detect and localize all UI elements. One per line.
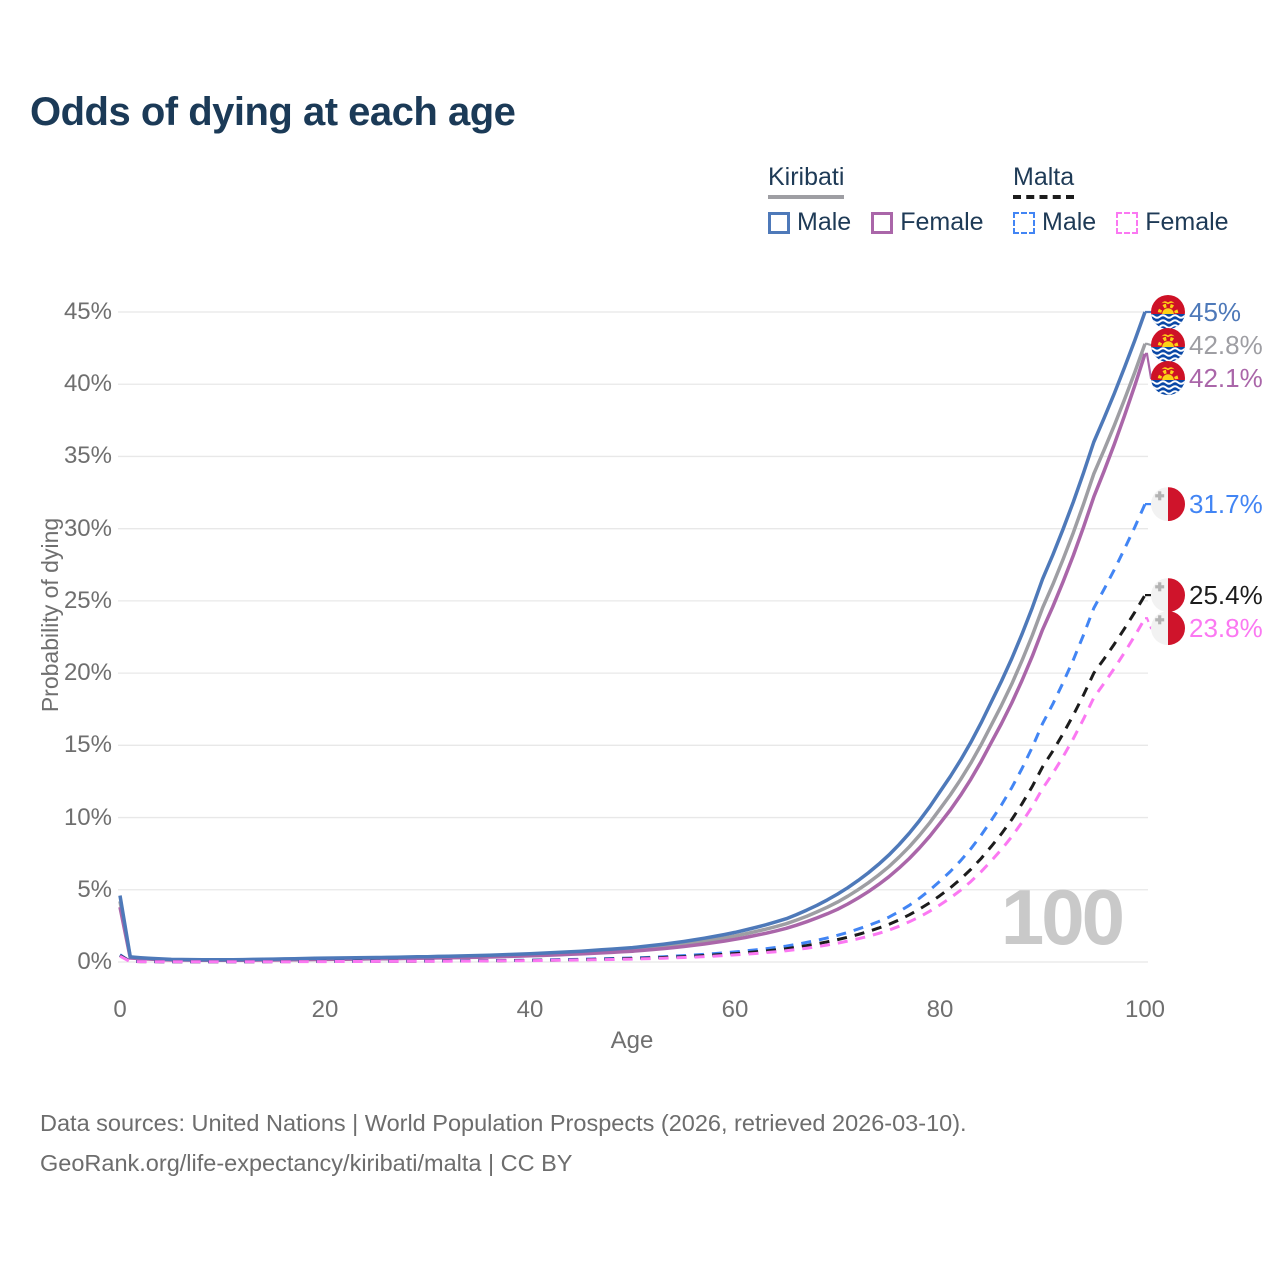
legend-label-kiribati-male: Male — [797, 208, 852, 236]
gridlines — [118, 311, 1148, 963]
end-label-kiribati-both-sexes: 42.8% — [1189, 330, 1263, 360]
end-label-kiribati-male: 45% — [1189, 297, 1241, 327]
legend-item-malta-female[interactable]: Female — [1116, 208, 1229, 237]
end-label-malta-male: 31.7% — [1189, 489, 1263, 519]
x-tick-label: 100 — [1124, 996, 1166, 1023]
legend-swatch-kiribati-male-icon — [768, 211, 790, 234]
y-tick-label: 40% — [63, 370, 112, 398]
y-tick-label: 0% — [77, 948, 112, 975]
x-tick-label: 60 — [721, 996, 749, 1023]
x-tick-label: 0 — [113, 996, 127, 1023]
legend-country-kiribati: Kiribati — [768, 163, 845, 199]
source-line-1: Data sources: United Nations | World Pop… — [40, 1110, 967, 1136]
malta-flag-icon — [1151, 578, 1185, 612]
series-line-kiribati-male — [118, 311, 1147, 962]
x-axis-title: Age — [610, 1027, 654, 1054]
page-title: Odds of dying at each age — [30, 90, 516, 134]
y-tick-label: 15% — [63, 731, 112, 759]
y-tick-label: 10% — [63, 803, 112, 831]
y-tick-label: 35% — [63, 442, 112, 470]
series-lines — [118, 311, 1147, 964]
x-tick-label: 40 — [516, 996, 544, 1023]
end-labels: 45%42.8%42.1% 31.7% 25.4%23.8% — [1145, 295, 1263, 645]
age-watermark: 100 — [1000, 873, 1125, 961]
kiribati-flag-icon — [1148, 361, 1190, 395]
legend-label-malta-female: Female — [1145, 208, 1229, 236]
series-line-kiribati-female — [118, 353, 1147, 963]
legend-group-kiribati: Kiribati Male Female — [768, 163, 984, 237]
legend-item-kiribati-female[interactable]: Female — [871, 208, 984, 237]
legend-swatch-kiribati-female-icon — [871, 211, 894, 234]
series-line-malta-male — [119, 503, 1147, 964]
kiribati-flag-icon — [1148, 328, 1190, 362]
legend-item-malta-male[interactable]: Male — [1013, 208, 1096, 237]
kiribati-flag-icon — [1148, 295, 1190, 329]
source-attribution: Data sources: United Nations | World Pop… — [40, 1103, 967, 1183]
malta-flag-icon — [1151, 611, 1185, 645]
legend-swatch-malta-female-icon — [1116, 211, 1139, 234]
x-tick-label: 20 — [311, 996, 339, 1023]
legend-label-malta-male: Male — [1042, 208, 1097, 236]
source-line-2: GeoRank.org/life-expectancy/kiribati/mal… — [40, 1150, 573, 1176]
y-tick-label: 25% — [63, 586, 112, 614]
end-label-malta-female: 23.8% — [1189, 613, 1263, 643]
legend-country-malta: Malta — [1013, 163, 1075, 199]
series-line-malta-female — [119, 617, 1147, 964]
legend-group-malta: Malta Male Female — [1013, 163, 1229, 237]
malta-flag-icon — [1151, 487, 1185, 521]
y-tick-label: 5% — [77, 875, 112, 903]
series-line-kiribati-both-sexes — [118, 343, 1147, 962]
legend-label-kiribati-female: Female — [900, 208, 984, 236]
y-tick-label: 45% — [63, 298, 112, 325]
y-tick-label: 20% — [63, 659, 112, 687]
x-tick-label: 80 — [926, 996, 954, 1023]
legend-swatch-malta-male-icon — [1013, 211, 1035, 234]
end-label-malta-both-sexes: 25.4% — [1189, 580, 1263, 610]
end-label-kiribati-female: 42.1% — [1189, 363, 1263, 393]
legend-item-kiribati-male[interactable]: Male — [768, 208, 851, 237]
y-tick-label: 30% — [63, 514, 112, 542]
